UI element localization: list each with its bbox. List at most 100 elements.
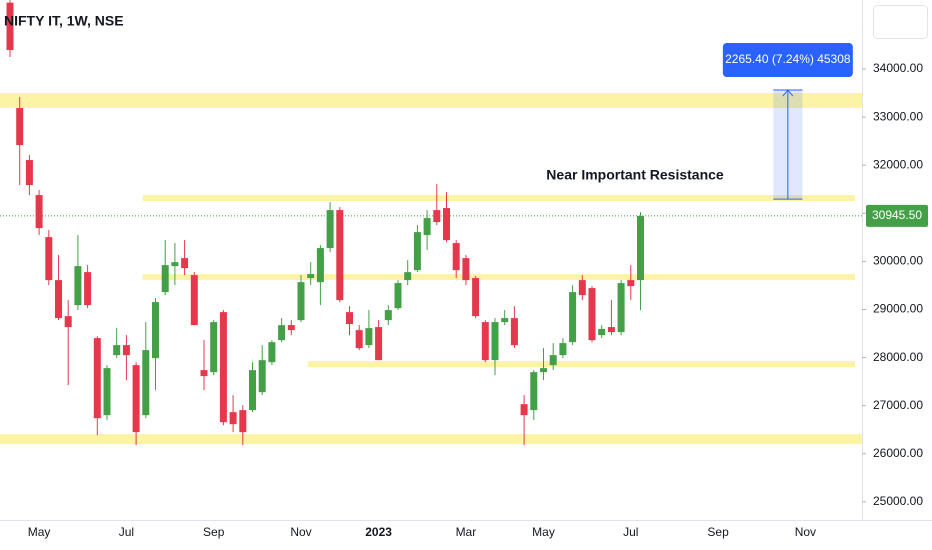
candle-body: [219, 312, 227, 423]
x-tick-label: Sep: [203, 525, 225, 539]
candle-body: [258, 360, 266, 393]
candle-body: [326, 210, 334, 249]
candle-body: [316, 248, 324, 283]
candle-body: [55, 280, 62, 319]
candle-body: [287, 325, 295, 331]
candle-body: [64, 316, 72, 328]
candle-body: [142, 350, 150, 416]
candle-body: [152, 302, 159, 359]
candle-body: [239, 410, 247, 433]
measure-arrowhead: [782, 89, 794, 97]
candle-body: [588, 288, 596, 341]
candle-body: [103, 368, 111, 416]
x-tick-label: Jul: [623, 525, 638, 539]
candle-body: [394, 283, 402, 309]
candle-body: [6, 2, 14, 51]
x-tick-label: Jul: [119, 525, 134, 539]
candle-body: [404, 272, 412, 281]
y-tick-label: 33000.00: [873, 109, 923, 123]
candle-body: [355, 330, 363, 349]
candle-body: [637, 215, 644, 281]
candle-body: [423, 218, 431, 236]
last-price-label: 30945.50: [872, 208, 922, 222]
y-tick-label: 27000.00: [873, 398, 923, 412]
axes: 25000.00 26000.00 27000.00 28000.00 29000.00…: [28, 61, 928, 539]
y-tick-label: 26000.00: [873, 446, 923, 460]
y-tick-label: 28000.00: [873, 350, 923, 364]
x-tick-label: May: [532, 525, 555, 539]
x-tick-label: Nov: [795, 525, 816, 539]
candle-body: [501, 318, 509, 323]
candle-body: [530, 372, 538, 411]
x-tick-label: Mar: [456, 525, 477, 539]
candle-body: [35, 195, 43, 229]
zone: [142, 274, 856, 281]
candle-body: [297, 282, 305, 321]
candle-body: [569, 292, 577, 343]
last-price-box: [866, 204, 928, 227]
plot-area: 2265.40 (7.24%) 45308 Near Important Resi…: [0, 0, 862, 446]
zone: [0, 434, 862, 445]
candle-body: [617, 283, 625, 333]
candle-body: [472, 278, 480, 317]
candle-body: [607, 327, 615, 333]
x-tick-label: Nov: [290, 525, 311, 539]
candle-body: [365, 328, 373, 346]
candle-body: [462, 258, 470, 281]
annotation: Near Important Resistance: [546, 167, 724, 183]
candle-body: [93, 338, 101, 419]
y-tick-label: 25000.00: [873, 494, 923, 508]
candle-body: [481, 322, 489, 361]
candle-body: [384, 310, 392, 321]
candle-body: [171, 262, 179, 267]
candle-body: [443, 208, 450, 241]
candle-body: [346, 312, 353, 325]
y-tick-label: 29000.00: [873, 302, 923, 316]
chart-title: NIFTY IT, 1W, NSE: [4, 13, 124, 29]
zone: [142, 195, 856, 202]
candle-body: [113, 345, 121, 356]
candle-body: [413, 232, 421, 271]
candle-body: [84, 272, 92, 306]
candle-body: [307, 274, 315, 279]
candle-body: [249, 370, 256, 411]
zone: [0, 93, 862, 109]
candle-body: [16, 108, 24, 146]
measure-label-box: [722, 43, 853, 77]
candle-body: [161, 265, 169, 293]
candle-body: [278, 325, 286, 341]
candle-body: [45, 237, 53, 281]
candle-body: [210, 322, 218, 373]
candle-body: [181, 258, 189, 269]
candle-body: [74, 266, 82, 306]
candle-body: [25, 160, 33, 186]
candle-body: [200, 370, 208, 377]
candle-body: [540, 368, 547, 373]
candle-body: [559, 343, 567, 356]
candle-body: [122, 345, 130, 356]
candle-body: [268, 342, 276, 363]
menu-button[interactable]: [873, 5, 928, 39]
candle-body: [491, 322, 499, 361]
candle-body: [190, 275, 198, 326]
candle-body: [375, 327, 383, 361]
candle-body: [510, 318, 518, 346]
candle-body: [598, 328, 606, 336]
candle-body: [549, 355, 557, 366]
candle-body: [578, 280, 586, 296]
x-tick-label: May: [28, 525, 51, 539]
zone: [307, 361, 855, 368]
y-tick-label: 30000.00: [873, 254, 923, 268]
candle-body: [336, 210, 344, 301]
y-tick-label: 34000.00: [873, 61, 923, 75]
x-tick-label: 2023: [365, 525, 392, 539]
candle-body: [627, 280, 635, 287]
candle-body: [433, 210, 441, 223]
candle-body: [452, 243, 460, 271]
y-tick-label: 32000.00: [873, 157, 923, 171]
candle-body: [132, 365, 140, 433]
candle-body: [229, 412, 237, 425]
x-tick-label: Sep: [707, 525, 729, 539]
